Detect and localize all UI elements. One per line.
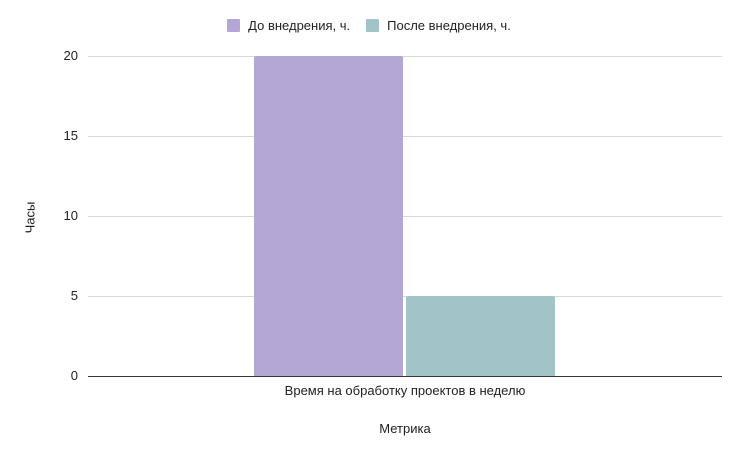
y-tick-0: 0 bbox=[70, 368, 78, 383]
legend-swatch-before bbox=[227, 18, 241, 32]
x-axis-baseline bbox=[88, 376, 722, 377]
legend-item-before[interactable]: До внедрения, ч. bbox=[227, 18, 350, 33]
x-axis-title: Метрика bbox=[379, 421, 431, 436]
chart-legend: До внедрения, ч. После внедрения, ч. bbox=[0, 16, 738, 34]
bar-after[interactable] bbox=[406, 296, 555, 376]
legend-label-after: После внедрения, ч. bbox=[387, 17, 511, 33]
x-tick-category: Время на обработку проектов в неделю bbox=[284, 383, 526, 398]
gridline-20 bbox=[88, 56, 722, 57]
gridline-5 bbox=[88, 296, 722, 297]
legend-swatch-after bbox=[366, 18, 380, 32]
gridline-10 bbox=[88, 216, 722, 217]
y-tick-15: 15 bbox=[63, 128, 78, 143]
gridline-15 bbox=[88, 136, 722, 137]
y-axis-title: Часы bbox=[22, 201, 38, 234]
y-tick-5: 5 bbox=[70, 288, 78, 303]
y-tick-10: 10 bbox=[63, 208, 78, 223]
legend-item-after[interactable]: После внедрения, ч. bbox=[366, 18, 511, 33]
y-tick-20: 20 bbox=[63, 48, 78, 63]
plot-area bbox=[88, 56, 722, 377]
bar-before[interactable] bbox=[254, 56, 403, 376]
legend-label-before: До внедрения, ч. bbox=[248, 17, 351, 33]
